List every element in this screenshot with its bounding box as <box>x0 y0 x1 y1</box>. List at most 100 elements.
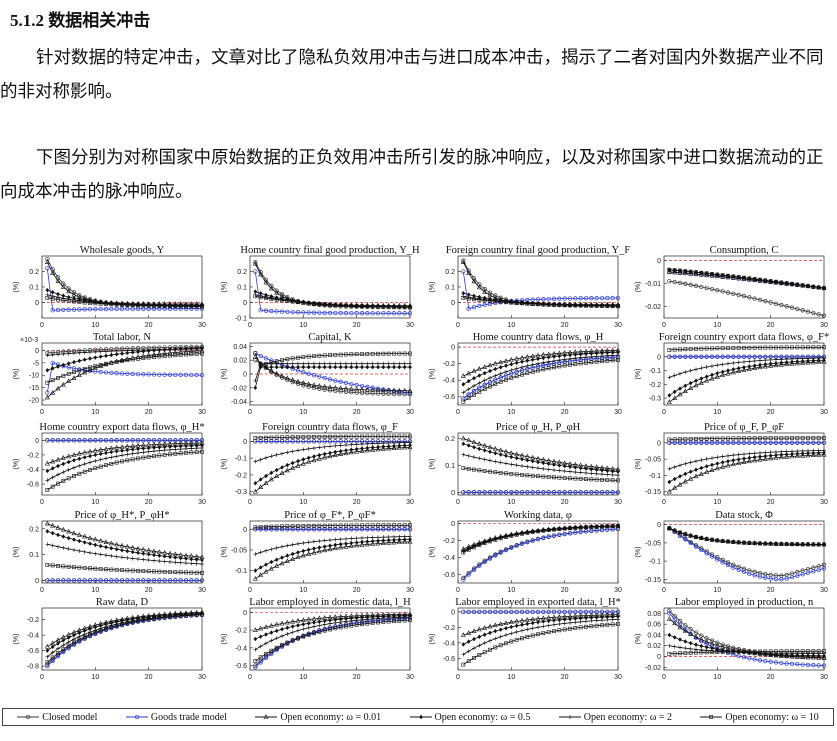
series-point <box>360 535 364 540</box>
series-point <box>672 347 677 352</box>
series-point <box>466 270 472 276</box>
y-tick-label: 0 <box>451 300 455 307</box>
series-point <box>589 296 594 301</box>
series-point <box>672 437 677 442</box>
series-point <box>790 542 794 547</box>
series-point <box>672 268 677 273</box>
series-point <box>338 625 343 630</box>
series-point <box>520 622 524 628</box>
series-point <box>328 538 332 543</box>
series-point <box>509 545 514 551</box>
series-point <box>114 578 119 583</box>
series-point <box>461 382 466 387</box>
y-axis-label: (%) <box>13 547 20 558</box>
series-point <box>758 450 762 455</box>
series-point <box>568 356 572 361</box>
series-point <box>683 347 688 352</box>
series-point <box>290 524 295 529</box>
series-point <box>136 303 140 308</box>
y-tick-label: -5 <box>33 360 39 367</box>
series-point <box>152 616 156 621</box>
series-point <box>757 297 763 303</box>
series-point <box>253 436 258 440</box>
series-point <box>120 622 124 627</box>
series-point <box>742 436 746 441</box>
series-point <box>773 362 779 368</box>
series-point <box>525 634 530 639</box>
series-point <box>667 267 672 272</box>
y-tick-label: -0.2 <box>443 625 455 632</box>
series-point <box>322 310 327 315</box>
series-point <box>87 448 93 454</box>
series-point <box>71 438 77 443</box>
series-point <box>88 301 92 305</box>
y-tick-label: -15 <box>29 385 39 392</box>
y-axis-label: (%) <box>13 282 20 293</box>
series-point <box>258 457 263 462</box>
series-point <box>274 636 279 641</box>
series-point <box>779 649 784 654</box>
series-point <box>709 375 715 381</box>
series-point <box>503 448 509 454</box>
series-point <box>290 361 295 366</box>
series-point <box>472 392 476 397</box>
series-point <box>498 643 503 648</box>
x-tick-label: 0 <box>662 409 666 416</box>
series-point <box>396 445 402 450</box>
series-point <box>583 296 589 301</box>
series-point <box>562 617 567 622</box>
series-point <box>699 440 704 445</box>
series-point <box>104 456 108 461</box>
series-point <box>599 609 605 615</box>
series-point <box>317 545 322 550</box>
series-point <box>344 303 348 308</box>
series-point <box>194 561 199 566</box>
y-tick-label: 0 <box>243 372 247 379</box>
series-point <box>688 475 694 481</box>
series-point <box>263 655 269 661</box>
series-point <box>790 449 794 454</box>
series-point <box>114 348 119 353</box>
series-point <box>477 563 482 568</box>
y-axis-label: (%) <box>635 369 642 380</box>
series-line-6 <box>255 295 411 308</box>
series-point <box>472 656 476 660</box>
series-point <box>492 446 498 451</box>
series-point <box>589 490 594 495</box>
series-point <box>816 312 821 317</box>
series-point <box>562 469 567 474</box>
series-point <box>493 636 498 641</box>
series-point <box>157 354 162 359</box>
series-point <box>392 361 396 366</box>
series-point <box>402 311 407 316</box>
series-point <box>328 543 332 549</box>
series-point <box>200 304 204 309</box>
series-point <box>141 569 146 573</box>
series-point <box>487 490 493 495</box>
series-point <box>151 351 157 357</box>
series-point <box>683 537 688 542</box>
series-point <box>173 447 178 452</box>
series-line-6 <box>255 524 411 528</box>
x-tick-label: 30 <box>820 587 828 594</box>
series-point <box>816 440 821 445</box>
series-point <box>258 625 264 631</box>
series-point <box>466 443 471 448</box>
series-point <box>557 609 562 615</box>
series-point <box>504 369 508 374</box>
series-point <box>694 467 698 473</box>
series-point <box>98 626 103 631</box>
series-point <box>274 524 279 529</box>
series-point <box>66 371 71 376</box>
series-point <box>747 295 752 300</box>
series-point <box>268 285 274 291</box>
series-point <box>66 307 71 312</box>
series-point <box>258 527 263 532</box>
series-point <box>589 525 594 529</box>
y-tick-label: 0.04 <box>647 632 661 639</box>
series-point <box>704 464 709 469</box>
series-point <box>715 363 720 368</box>
series-point <box>82 462 87 467</box>
series-point <box>573 362 578 366</box>
series-point <box>300 380 306 385</box>
